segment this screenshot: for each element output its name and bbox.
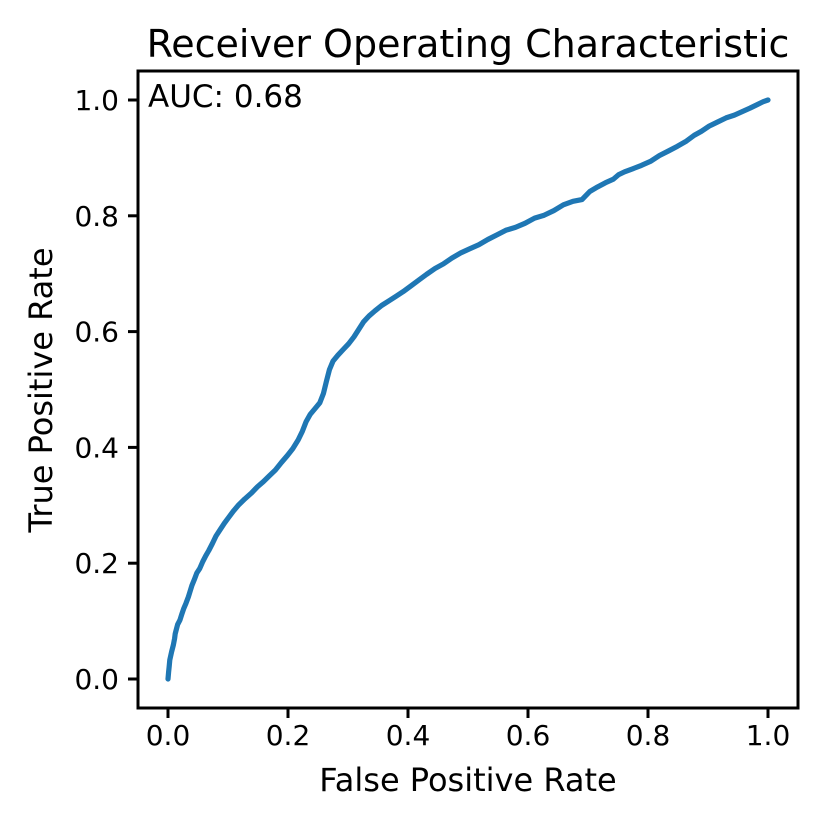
- y-tick-label: 0.2: [74, 547, 119, 580]
- roc-curve-line: [165, 97, 771, 682]
- y-tick-label: 0.0: [74, 663, 119, 696]
- y-tick-label: 0.4: [74, 431, 119, 464]
- x-tick-label: 0.2: [266, 719, 311, 752]
- y-tick-label: 0.6: [74, 316, 119, 349]
- y-axis-label: True Positive Rate: [22, 247, 60, 533]
- y-axis-ticks: 0.0 0.2 0.4 0.6 0.8 1.0: [74, 84, 138, 696]
- x-tick-label: 0.8: [626, 719, 671, 752]
- y-tick-label: 0.8: [74, 200, 119, 233]
- auc-annotation: AUC: 0.68: [148, 79, 303, 115]
- x-axis-ticks: 0.0 0.2 0.4 0.6 0.8 1.0: [146, 708, 791, 752]
- x-tick-label: 0.4: [386, 719, 431, 752]
- x-tick-label: 0.0: [146, 719, 191, 752]
- roc-curve-group: [165, 97, 771, 682]
- x-tick-label: 1.0: [746, 719, 791, 752]
- x-axis-label: False Positive Rate: [319, 761, 616, 799]
- x-tick-label: 0.6: [506, 719, 551, 752]
- y-tick-label: 1.0: [74, 84, 119, 117]
- axes-box: [136, 69, 800, 710]
- chart-title: Receiver Operating Characteristic: [147, 22, 790, 66]
